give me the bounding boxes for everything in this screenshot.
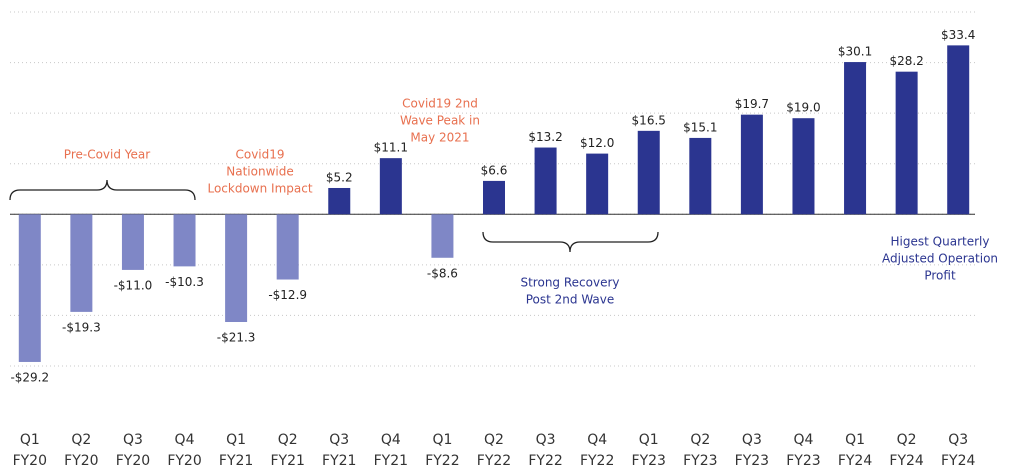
data-label: $13.2	[528, 130, 562, 144]
annotation: May 2021	[410, 131, 469, 145]
bar	[844, 62, 867, 215]
data-label: -$29.2	[10, 370, 49, 384]
annotation: Covid19	[235, 148, 284, 162]
data-label: $28.2	[889, 54, 923, 68]
annotation: Lockdown Impact	[207, 182, 312, 196]
data-label: $12.0	[580, 136, 614, 150]
data-label: -$21.3	[217, 331, 256, 345]
bar	[121, 214, 144, 270]
x-tick-label: FY22	[425, 453, 459, 467]
data-label: $19.0	[786, 101, 820, 115]
annotation: Covid19 2nd	[402, 97, 478, 111]
x-tick-label: Q1	[432, 432, 452, 448]
annotation: Nationwide	[226, 165, 293, 179]
data-label: $19.7	[735, 97, 769, 111]
annotation: Pre-Covid Year	[64, 148, 150, 162]
x-tick-label: FY20	[13, 453, 47, 467]
bar	[792, 118, 815, 215]
annotation: Profit	[924, 269, 956, 283]
bar	[895, 71, 918, 215]
bar	[276, 214, 299, 280]
x-tick-label: Q1	[845, 432, 865, 448]
x-tick-label: FY24	[889, 453, 924, 467]
x-tick-label: FY21	[270, 453, 304, 467]
data-label: -$8.6	[427, 266, 458, 280]
bar	[534, 147, 557, 215]
bar	[947, 45, 970, 215]
bar	[18, 214, 41, 362]
x-tick-label: Q2	[278, 432, 298, 448]
x-tick-label: Q4	[381, 432, 401, 448]
x-tick-label: FY21	[374, 453, 408, 467]
data-label: $16.5	[632, 113, 666, 127]
x-tick-label: FY23	[786, 453, 820, 467]
x-tick-label: Q2	[690, 432, 710, 448]
brace	[482, 231, 659, 253]
bar	[586, 153, 609, 215]
x-tick-label: Q2	[897, 432, 917, 448]
x-tick-label: FY22	[528, 453, 562, 467]
bar	[225, 214, 248, 323]
x-tick-label: FY20	[116, 453, 150, 467]
bar	[379, 158, 402, 215]
x-tick-label: FY21	[219, 453, 253, 467]
x-tick-label: FY20	[64, 453, 98, 467]
annotation: Higest Quarterly	[891, 235, 990, 249]
data-label: $6.6	[481, 163, 508, 177]
x-tick-label: FY24	[941, 453, 976, 467]
x-tick-label: Q4	[794, 432, 814, 448]
data-label: $33.4	[941, 28, 975, 42]
x-tick-label: FY20	[167, 453, 201, 467]
x-tick-label: Q2	[484, 432, 504, 448]
x-tick-label: FY21	[322, 453, 356, 467]
x-tick-label: Q1	[226, 432, 246, 448]
x-tick-label: Q3	[742, 432, 762, 448]
data-label: $15.1	[683, 120, 717, 134]
x-tick-label: Q3	[536, 432, 556, 448]
annotation: Post 2nd Wave	[526, 293, 615, 307]
data-label: -$10.3	[165, 275, 204, 289]
annotation: Wave Peak in	[400, 114, 480, 128]
x-tick-label: Q1	[20, 432, 40, 448]
x-tick-label: FY24	[838, 453, 873, 467]
x-tick-label: Q3	[948, 432, 968, 448]
x-tick-label: Q2	[71, 432, 91, 448]
bar	[70, 214, 93, 312]
data-label: $30.1	[838, 45, 872, 59]
x-tick-label: FY23	[735, 453, 769, 467]
x-tick-label: FY22	[580, 453, 614, 467]
bar	[328, 187, 351, 215]
x-tick-label: FY23	[683, 453, 717, 467]
annotation: Strong Recovery	[520, 276, 619, 290]
x-tick-label: FY22	[477, 453, 511, 467]
bar	[173, 214, 196, 267]
annotation: Adjusted Operation	[882, 252, 998, 266]
data-label: -$11.0	[114, 278, 153, 292]
bar	[483, 180, 505, 215]
bar	[740, 114, 763, 215]
bar	[431, 214, 454, 258]
x-tick-label: Q4	[175, 432, 195, 448]
x-tick-label: Q3	[123, 432, 143, 448]
x-tick-label: Q1	[639, 432, 659, 448]
bar	[637, 130, 660, 215]
x-tick-label: Q3	[329, 432, 349, 448]
data-label: -$12.9	[268, 288, 307, 302]
data-label: $5.2	[326, 170, 353, 184]
data-label: -$19.3	[62, 320, 101, 334]
bar	[689, 137, 712, 215]
brace	[9, 179, 196, 201]
data-label: $11.1	[374, 141, 408, 155]
x-tick-label: Q4	[587, 432, 607, 448]
x-tick-label: FY23	[632, 453, 666, 467]
